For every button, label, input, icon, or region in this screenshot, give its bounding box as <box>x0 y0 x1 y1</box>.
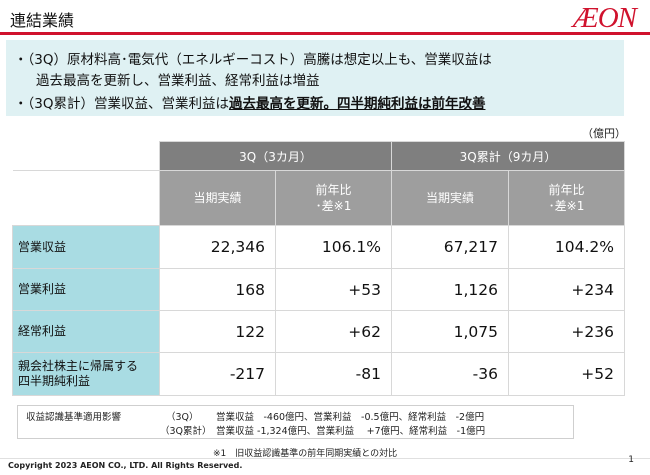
summary-line-2: 過去最高を更新し、営業利益、経常利益は増益 <box>36 73 320 89</box>
row-label: 親会社株主に帰属する 四半期純利益 <box>12 352 160 396</box>
cell-3q-yoy: 106.1% <box>275 225 392 269</box>
results-table: 3Q（3カ月） 3Q累計（9カ月） 当期実績 前年比 ･差※1 当期実績 前年比 ･… <box>12 141 625 396</box>
cell-cum-actual: 1,126 <box>391 268 509 311</box>
row-label: 営業収益 <box>12 225 160 269</box>
table-row: 営業収益 22,346 106.1% 67,217 104.2% <box>12 225 625 269</box>
cell-3q-yoy: +62 <box>275 310 392 353</box>
row-label: 営業利益 <box>12 268 160 311</box>
header-3q-cumulative: 3Q累計（9カ月） <box>391 141 625 171</box>
table-corner <box>12 141 160 171</box>
row-label: 経常利益 <box>12 310 160 353</box>
impact-note-box: 収益認識基準適用影響 （3Q） 営業収益 -460億円、営業利益 -0.5億円、… <box>17 405 574 439</box>
footnote: ※1 旧収益認識基準の前年同期実績との対比 <box>213 449 398 459</box>
aeon-logo: ÆON <box>572 2 637 34</box>
table-corner-2 <box>12 170 160 226</box>
cell-3q-actual: 22,346 <box>159 225 276 269</box>
row-label-line1: 親会社株主に帰属する <box>18 359 139 373</box>
impact-text-cum: 営業収益 -1,324億円、営業利益 +7億円、経常利益 -1億円 <box>216 426 486 437</box>
page-number: 1 <box>628 455 634 465</box>
header-3q: 3Q（3カ月） <box>159 141 392 171</box>
header-cum-yoy-line1: 前年比 <box>548 183 585 197</box>
cell-cum-actual: -36 <box>391 352 509 396</box>
copyright: Copyright 2023 AEON CO., LTD. All Rights… <box>8 461 243 470</box>
impact-period-3q: （3Q） <box>166 412 199 423</box>
row-label-line2: 四半期純利益 <box>18 374 91 388</box>
table-row: 経常利益 122 +62 1,075 +236 <box>12 310 625 353</box>
cell-cum-yoy: 104.2% <box>508 225 625 269</box>
cell-3q-actual: 122 <box>159 310 276 353</box>
footer-divider <box>0 458 650 459</box>
table-row: 親会社株主に帰属する 四半期純利益 -217 -81 -36 +52 <box>12 352 625 396</box>
cell-cum-yoy: +234 <box>508 268 625 311</box>
summary-box: ・（3Q）原材料高･電気代（エネルギーコスト）高騰は想定以上も、営業収益は 過去… <box>6 40 624 116</box>
unit-label: （億円） <box>582 127 626 140</box>
cell-cum-yoy: +52 <box>508 352 625 396</box>
header-cum-actual: 当期実績 <box>391 170 509 226</box>
summary-line-3-prefix: ・（3Q累計）営業収益、営業利益は <box>14 96 229 112</box>
header-cum-yoy-line2: ･差※1 <box>548 199 585 213</box>
table-row: 営業利益 168 +53 1,126 +234 <box>12 268 625 311</box>
cell-3q-yoy: -81 <box>275 352 392 396</box>
summary-line-1: ・（3Q）原材料高･電気代（エネルギーコスト）高騰は想定以上も、営業収益は <box>14 52 492 68</box>
page-title: 連結業績 <box>10 11 75 30</box>
cell-cum-actual: 67,217 <box>391 225 509 269</box>
cell-3q-actual: 168 <box>159 268 276 311</box>
impact-text-3q: 営業収益 -460億円、営業利益 -0.5億円、経常利益 -2億円 <box>216 412 485 423</box>
header-rule <box>0 32 650 35</box>
header-3q-actual: 当期実績 <box>159 170 276 226</box>
cell-3q-actual: -217 <box>159 352 276 396</box>
header-3q-yoy-line2: ･差※1 <box>315 199 352 213</box>
cell-cum-actual: 1,075 <box>391 310 509 353</box>
summary-line-3-emphasis: 過去最高を更新。四半期純利益は前年改善 <box>228 96 486 112</box>
impact-title: 収益認識基準適用影響 <box>26 412 122 423</box>
cell-3q-yoy: +53 <box>275 268 392 311</box>
summary-line-3: ・（3Q累計）営業収益、営業利益は過去最高を更新。四半期純利益は前年改善 <box>14 92 485 112</box>
header-3q-yoy: 前年比 ･差※1 <box>275 170 392 226</box>
header-cum-yoy: 前年比 ･差※1 <box>508 170 625 226</box>
header-3q-yoy-line1: 前年比 <box>315 183 352 197</box>
impact-period-cum: （3Q累計） <box>160 426 212 437</box>
cell-cum-yoy: +236 <box>508 310 625 353</box>
